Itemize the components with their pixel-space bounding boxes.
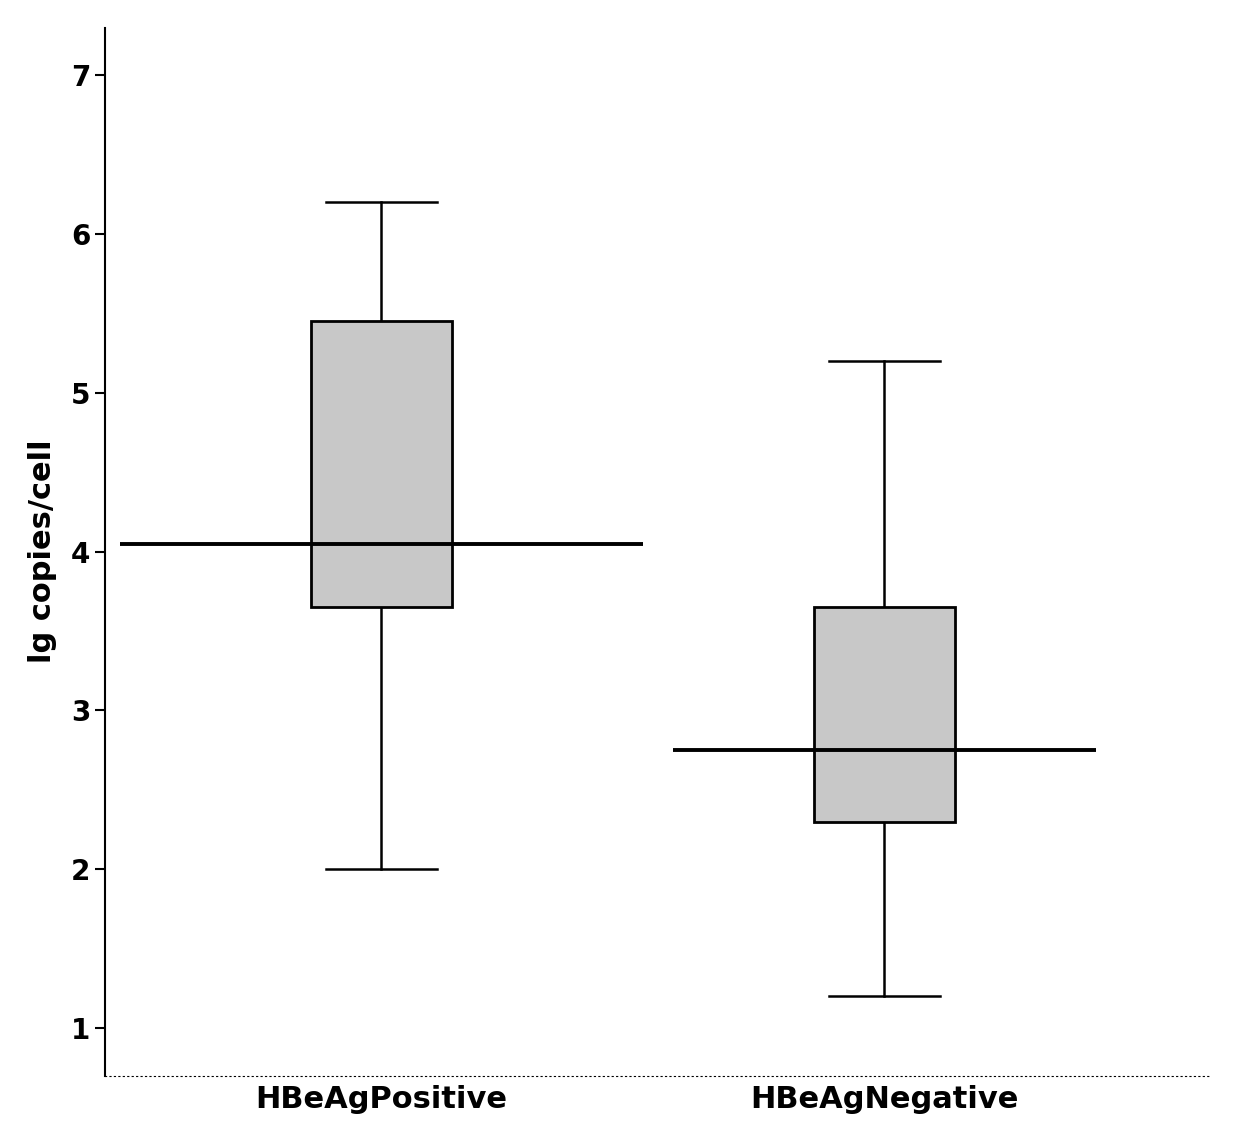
Bar bbox=[814, 608, 955, 821]
Y-axis label: lg copies/cell: lg copies/cell bbox=[27, 440, 57, 664]
Bar bbox=[311, 321, 452, 608]
